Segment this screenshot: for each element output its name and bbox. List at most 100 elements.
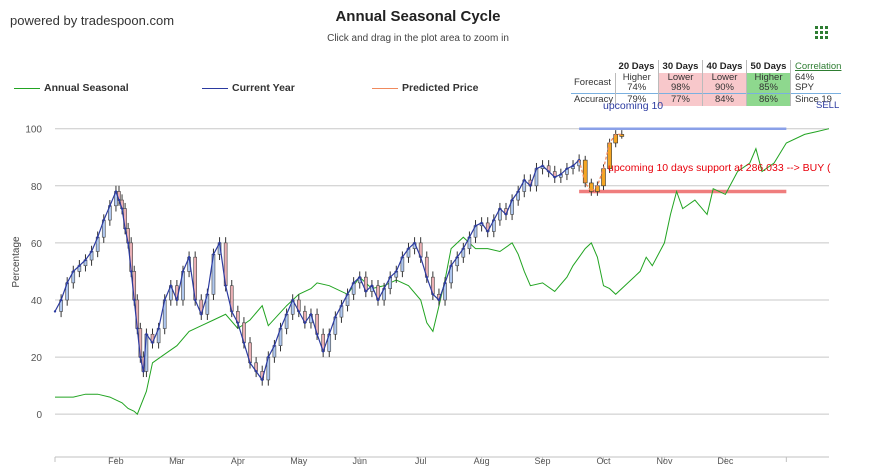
current-year-point	[157, 327, 160, 330]
current-year-point	[425, 275, 428, 279]
y-tick-label: 100	[25, 125, 42, 136]
forecast-header-20d: 20 Days	[615, 60, 659, 73]
legend-item-annual-seasonal[interactable]: Annual Seasonal	[14, 82, 134, 96]
accuracy-cell-40d: 84%	[702, 93, 747, 106]
current-year-point	[273, 344, 276, 347]
y-tick-label: 20	[31, 353, 43, 364]
x-tick-label: Mar	[169, 456, 185, 466]
current-year-point	[117, 198, 121, 202]
current-year-point	[523, 178, 526, 182]
current-year-point	[352, 281, 355, 285]
x-tick-label: Apr	[231, 456, 245, 466]
forecast-table: 20 Days 30 Days 40 Days 50 Days Correlat…	[571, 60, 842, 106]
legend-item-predicted-price[interactable]: Predicted Price	[372, 82, 492, 96]
legend-label: Annual Seasonal	[44, 82, 129, 94]
current-year-point	[382, 287, 386, 290]
current-year-point	[84, 258, 87, 262]
current-year-point	[468, 235, 471, 239]
current-year-point	[376, 298, 380, 302]
current-year-point	[224, 284, 227, 287]
current-year-point	[169, 284, 172, 287]
forecast-header-30d: 30 Days	[658, 60, 703, 73]
correlation-ticker: SPY	[795, 82, 815, 93]
forecast-cell-20d: Higher 74%	[615, 73, 659, 94]
upcoming-sell-annotation: upcoming 10	[603, 100, 664, 112]
current-year-point	[559, 173, 563, 176]
legend-label: Current Year	[232, 82, 295, 94]
accuracy-row-label: Accuracy	[571, 93, 616, 106]
current-year-point	[456, 255, 459, 259]
chart-subtitle: Click and drag in the plot area to zoom …	[327, 33, 509, 44]
forecast-cell-30d: Lower 98%	[658, 72, 703, 94]
y-tick-label: 80	[31, 182, 43, 193]
current-year-point	[480, 221, 483, 225]
current-year-point	[59, 298, 63, 302]
forecast-header-50d: 50 Days	[746, 60, 791, 73]
current-year-point	[419, 255, 422, 259]
y-tick-label: 40	[31, 296, 43, 307]
x-tick-label: Oct	[596, 456, 611, 466]
current-year-point	[129, 270, 133, 273]
current-year-point	[65, 281, 69, 285]
correlation-since: Since 19	[790, 93, 842, 106]
predicted-candle-body	[619, 134, 625, 137]
forecast-pct: 90%	[714, 82, 734, 93]
forecast-pct: 85%	[758, 82, 778, 93]
current-year-point	[181, 270, 185, 273]
current-year-point	[443, 281, 447, 285]
legend-label: Predicted Price	[402, 82, 479, 94]
current-year-point	[230, 310, 233, 313]
current-year-point	[90, 250, 93, 253]
current-year-point	[510, 198, 514, 202]
current-year-point	[449, 264, 453, 267]
current-year-point	[315, 333, 319, 336]
current-year-point	[413, 241, 416, 245]
accuracy-cell-30d: 77%	[658, 93, 703, 106]
current-year-point	[303, 321, 307, 325]
current-year-point	[504, 213, 508, 216]
legend-swatch-predicted-price	[372, 88, 398, 89]
current-year-point	[254, 370, 258, 373]
current-year-point	[321, 350, 325, 353]
current-year-point	[123, 227, 127, 230]
x-tick-label: Aug	[474, 456, 490, 466]
correlation-link[interactable]: Correlation	[795, 60, 842, 72]
current-year-point	[236, 321, 240, 325]
support-buy-annotation: upcoming 10 days support at 286.033 --> …	[608, 162, 831, 174]
forecast-pct: 98%	[670, 82, 690, 93]
current-year-point	[72, 270, 75, 273]
current-year-point	[78, 264, 81, 267]
series-line-annual-seasonal	[55, 128, 830, 416]
y-tick-label: 0	[36, 410, 42, 421]
current-year-point	[437, 298, 441, 302]
forecast-pct: 74%	[627, 82, 647, 93]
chart-series-layer	[53, 127, 830, 416]
current-year-point	[96, 235, 99, 239]
current-year-point	[334, 315, 337, 319]
forecast-direction: Higher	[754, 72, 783, 83]
x-tick-label: Nov	[656, 456, 673, 466]
legend-item-current-year[interactable]: Current Year	[202, 82, 312, 96]
chart-menu-grid-icon[interactable]	[815, 26, 829, 40]
current-year-point	[407, 247, 410, 250]
current-year-point	[242, 341, 246, 345]
current-year-point	[193, 298, 197, 302]
forecast-cell-50d: Higher 85%	[746, 72, 791, 94]
chart-axis-layer: 0 20 40 60 80 100 Feb Mar Apr May Jun Jul Aug Sep Oct N…	[25, 125, 829, 466]
x-tick-label: Jun	[352, 456, 367, 466]
current-year-point	[395, 270, 398, 273]
forecast-direction: Lower	[667, 72, 694, 83]
x-tick-label: Jul	[415, 456, 427, 466]
current-year-point	[248, 361, 252, 364]
current-year-point	[200, 313, 203, 316]
forecast-cell-40d: Lower 90%	[702, 73, 747, 94]
current-year-point	[346, 293, 349, 296]
current-year-point	[175, 298, 179, 302]
current-year-point	[462, 247, 465, 250]
current-year-point	[541, 164, 544, 168]
current-year-point	[145, 333, 148, 336]
current-year-point	[401, 255, 404, 259]
current-year-point	[498, 207, 502, 210]
current-year-point	[53, 310, 57, 313]
